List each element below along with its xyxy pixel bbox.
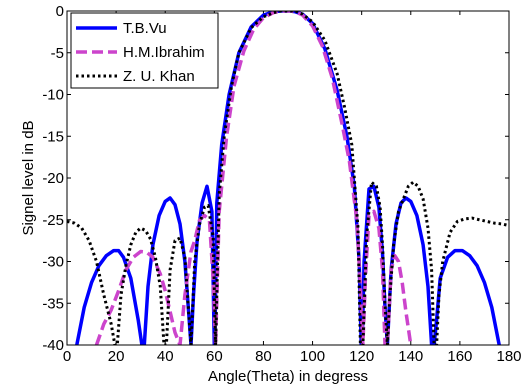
x-tick-label: 100 <box>300 348 325 365</box>
y-tick-label: -20 <box>42 170 64 187</box>
y-tick-label: 0 <box>56 3 64 20</box>
y-tick-label: -10 <box>42 87 64 104</box>
x-tick-label: 180 <box>496 348 521 365</box>
y-tick-label: -35 <box>42 295 64 312</box>
x-tick-label: 60 <box>206 348 223 365</box>
y-tick-label: -40 <box>42 337 64 354</box>
x-tick-label: 120 <box>349 348 374 365</box>
plot-frame <box>66 10 510 346</box>
legend: T.B.Vu H.M.Ibrahim Z. U. Khan <box>70 12 219 89</box>
legend-label-1: T.B.Vu <box>123 20 167 37</box>
x-tick-label: 160 <box>447 348 472 365</box>
x-tick-label: 40 <box>157 348 174 365</box>
series-line-2 <box>94 11 413 345</box>
y-tick-label: -25 <box>42 212 64 229</box>
x-tick-label: 0 <box>63 348 71 365</box>
x-tick-label: 80 <box>255 348 272 365</box>
y-tick-label: -30 <box>42 254 64 271</box>
x-axis-label: Angle(Theta) in degress <box>208 368 368 385</box>
legend-label-2: H.M.Ibrahim <box>123 44 205 61</box>
y-tick-label: -5 <box>51 45 64 62</box>
legend-label-3: Z. U. Khan <box>123 68 195 85</box>
series-layer <box>67 11 509 345</box>
y-tick-label: -15 <box>42 128 64 145</box>
series-line-1 <box>75 11 501 345</box>
axis-ticks: 0 20 40 60 80 100 120 140 160 180 0 -5 -10 -15 -20 -25 -… <box>42 3 521 365</box>
series-line-3 <box>67 11 509 345</box>
x-tick-label: 140 <box>398 348 423 365</box>
x-tick-label: 20 <box>108 348 125 365</box>
y-axis-label: Signel level in dB <box>20 120 37 235</box>
